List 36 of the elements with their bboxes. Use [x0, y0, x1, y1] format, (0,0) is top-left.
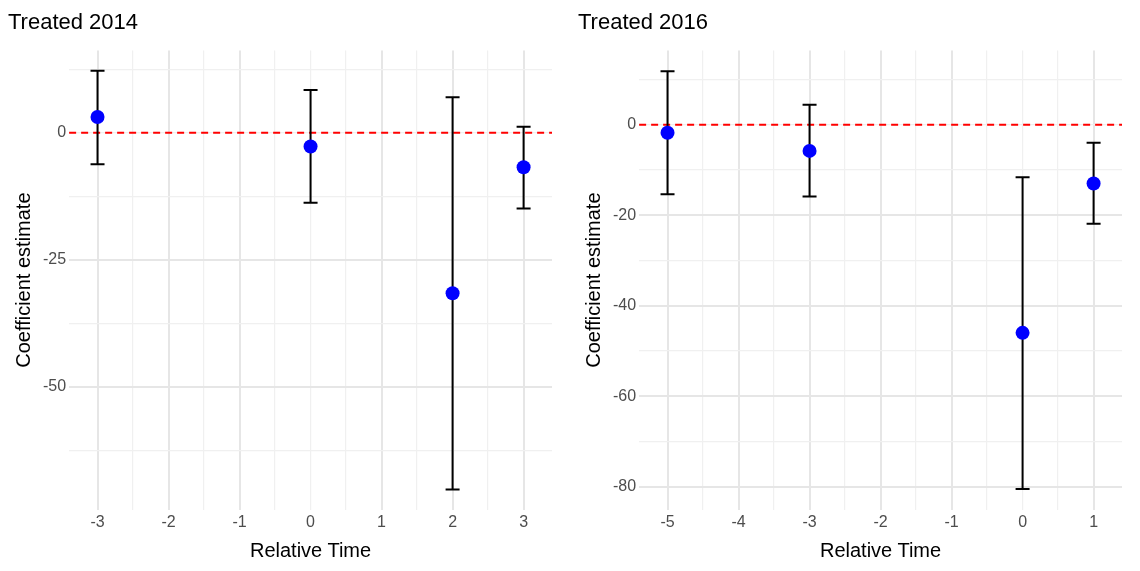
- point: [1086, 176, 1101, 191]
- point: [660, 125, 675, 140]
- x-tick-label: -3: [90, 512, 105, 530]
- chart-title: Treated 2014: [8, 9, 139, 35]
- y-tick-label: -40: [613, 296, 637, 314]
- chart-title: Treated 2016: [578, 9, 709, 35]
- point: [90, 109, 105, 124]
- x-tick-label: -1: [232, 512, 247, 530]
- y-tick-label: 0: [627, 115, 637, 133]
- point: [516, 160, 531, 175]
- point: [445, 286, 460, 301]
- x-axis-title: Relative Time: [249, 538, 372, 561]
- y-tick-label: -60: [613, 386, 637, 404]
- y-axis-title: Coefficient estimate: [11, 192, 34, 368]
- x-tick-label: -5: [660, 512, 675, 530]
- x-tick-label: 3: [519, 512, 529, 530]
- y-axis-title: Coefficient estimate: [581, 192, 604, 368]
- x-tick-label: 0: [1018, 512, 1028, 530]
- point: [303, 139, 318, 154]
- y-tick-label: -25: [43, 250, 67, 268]
- x-tick-label: 2: [448, 512, 458, 530]
- x-tick-label: -1: [944, 512, 959, 530]
- x-tick-label: 0: [306, 512, 316, 530]
- point: [1015, 325, 1030, 340]
- x-tick-label: -2: [873, 512, 888, 530]
- y-tick-label: 0: [57, 123, 67, 141]
- y-tick-label: -50: [43, 377, 67, 395]
- x-tick-label: 1: [377, 512, 387, 530]
- x-tick-label: 1: [1089, 512, 1099, 530]
- x-tick-label: -3: [802, 512, 817, 530]
- y-tick-label: -20: [613, 205, 637, 223]
- x-tick-label: -4: [731, 512, 746, 530]
- x-axis-title: Relative Time: [819, 538, 942, 561]
- y-tick-label: -80: [613, 477, 637, 495]
- x-tick-label: -2: [161, 512, 176, 530]
- point: [802, 143, 817, 158]
